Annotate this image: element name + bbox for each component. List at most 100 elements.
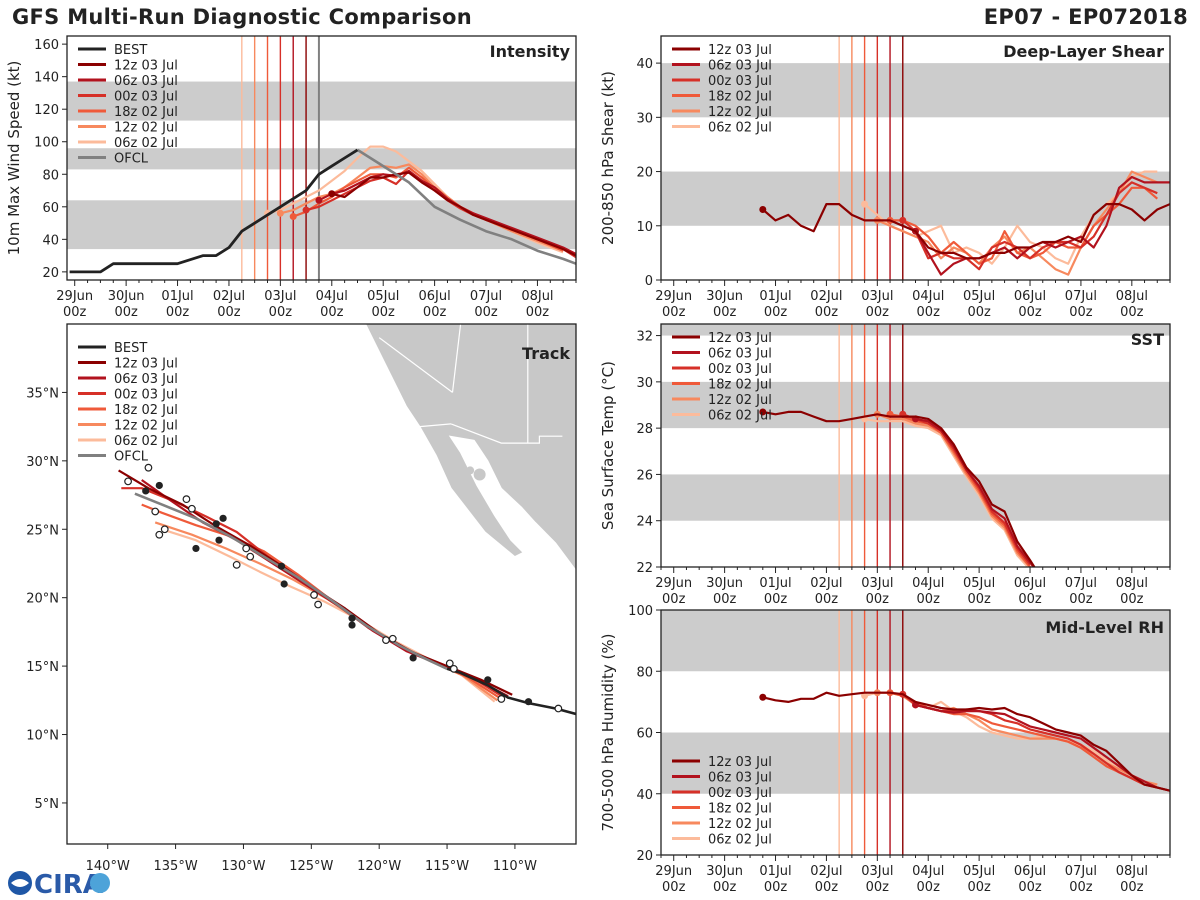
track-forecast-marker [310,591,318,599]
shear-xtick-label-hour: 00z [713,305,737,320]
track-forecast-marker [497,695,506,703]
intensity-xtick-label-hour: 00z [474,305,498,320]
shear-xtick-label-date: 08Jul [1116,289,1148,304]
track-map-group [118,324,576,716]
intensity-ytick-label: 100 [34,136,59,151]
intensity-xtick-label-date: 08Jul [521,289,553,304]
logo-emblem-icon [90,873,110,893]
shear-xtick-label-date: 03Jul [861,289,893,304]
sst-xtick-label-hour: 00z [1069,592,1093,607]
rh-legend-label: 12z 03 Jul [708,755,772,770]
rh-legend-label: 00z 03 Jul [708,786,772,801]
shear-xtick-label-date: 05Jul [963,289,995,304]
track-forecast-marker [124,477,132,486]
rh-xtick-label-hour: 00z [713,880,737,895]
rh-series-line [915,703,1170,792]
shear-xtick-label-hour: 00z [764,305,788,320]
shear-ytick-label: 0 [645,274,653,289]
rh-series-start-point [759,693,767,701]
track-legend-label: 00z 03 Jul [114,388,178,403]
track-legend-label: 12z 03 Jul [114,357,178,372]
track-position-marker [277,562,286,570]
shear-ytick-label: 30 [636,111,653,126]
rh-ytick-label: 20 [636,849,653,864]
intensity-ytick-label: 40 [42,233,59,248]
track-forecast-marker [445,659,454,668]
sst-xtick-label-date: 08Jul [1116,576,1148,591]
intensity-series-line [331,171,576,257]
intensity-ytick-label: 60 [42,201,59,216]
rh-legend-label: 06z 03 Jul [708,771,772,786]
shear-legend-label: 00z 03 Jul [708,74,772,89]
shear-legend-label: 06z 03 Jul [708,59,772,74]
shear-xtick-label-hour: 00z [1018,305,1042,320]
sst-series-line [915,417,1035,567]
sst-series-line [864,417,1030,567]
intensity-xtick-label-hour: 00z [526,305,550,320]
sst-legend-label: 12z 03 Jul [708,331,772,346]
intensity-legend-label: BEST [114,43,147,58]
intensity-ytick-label: 20 [42,266,59,281]
rh-xtick-label-hour: 00z [866,880,890,895]
rh-xtick-label-date: 03Jul [861,864,893,879]
track-forecast-marker [554,704,563,713]
track-position-marker [280,580,288,588]
sst-legend-label: 06z 03 Jul [708,347,772,362]
track-island [466,466,475,475]
sst-xtick-label-date: 07Jul [1065,576,1097,591]
figure-title: GFS Multi-Run Diagnostic Comparison [12,5,472,29]
sst-ytick-label: 30 [636,376,653,391]
sst-xtick-label-hour: 00z [1018,592,1042,607]
rh-xtick-label-hour: 00z [1018,880,1042,895]
sst-series-group [759,408,1036,567]
track-forecast-marker [246,552,255,561]
intensity-xtick-label-hour: 00z [423,305,447,320]
intensity-series-start-point [276,209,284,217]
rh-xtick-label-hour: 00z [1069,880,1093,895]
rh-xtick-label-date: 02Jul [810,864,842,879]
sst-ytick-label: 24 [636,515,653,530]
shear-ytick-label: 10 [636,220,653,235]
sst-legend-label: 06z 02 Jul [708,409,772,424]
sst-xtick-label-date: 02Jul [810,576,842,591]
rh-ytick-label: 40 [636,788,653,803]
shear-xtick-label-date: 02Jul [810,289,842,304]
rh-xtick-label-date: 04Jul [912,864,944,879]
rh-ylabel: 700-500 hPa Humidity (%) [599,633,617,831]
sst-series-line [762,410,1036,567]
sst-xtick-label-hour: 00z [662,592,686,607]
sst-ytick-label: 22 [636,561,653,576]
intensity-frame [66,35,577,281]
track-position-marker [348,614,356,622]
intensity-xtick-label-date: 30Jun [108,289,145,304]
rh-xtick-label-hour: 00z [967,880,991,895]
track-position-marker [212,520,220,528]
intensity-series-start-point [302,206,310,214]
track-position-marker [484,676,492,684]
track-ytick-label: 25°N [26,523,59,538]
sst-xtick-label-date: 04Jul [912,576,944,591]
shear-xtick-label-date: 29Jun [655,289,692,304]
intensity-series-start-point [315,196,323,204]
track-border [419,423,452,428]
sst-xtick-label-date: 06Jul [1014,576,1046,591]
intensity-xtick-label-date: 06Jul [418,289,450,304]
track-forecast-marker [182,495,191,504]
rh-xtick-label-hour: 00z [1120,880,1144,895]
sst-ytick-label: 26 [636,468,653,483]
track-forecast-marker [160,525,169,534]
sst-xtick-label-date: 05Jul [963,576,995,591]
intensity-band [67,81,576,121]
shear-series-start-point [861,200,869,208]
track-ytick-label: 15°N [26,660,59,675]
sst-xtick-label-hour: 00z [713,592,737,607]
sst-ytick-label: 32 [636,330,653,345]
intensity-ytick-label: 160 [34,38,59,53]
intensity-xtick-label-date: 29Jun [56,289,93,304]
track-forecast-marker [232,560,241,569]
track-forecast-marker [155,530,164,539]
shear-legend-label: 12z 02 Jul [708,105,772,120]
